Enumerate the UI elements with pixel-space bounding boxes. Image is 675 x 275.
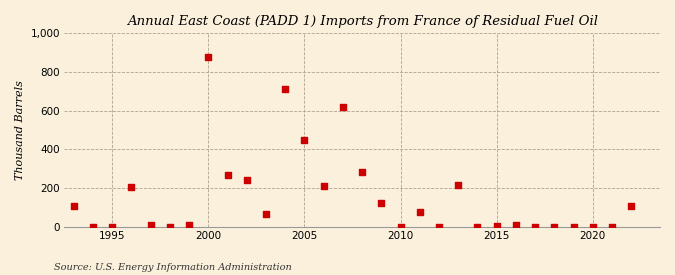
Title: Annual East Coast (PADD 1) Imports from France of Residual Fuel Oil: Annual East Coast (PADD 1) Imports from … — [127, 15, 597, 28]
Point — [356, 169, 367, 174]
Point — [126, 184, 137, 189]
Point — [376, 201, 387, 206]
Point — [203, 55, 214, 60]
Point — [242, 178, 252, 182]
Point — [510, 222, 521, 227]
Point — [88, 224, 99, 229]
Point — [261, 212, 271, 216]
Point — [107, 224, 117, 229]
Point — [299, 138, 310, 142]
Point — [68, 204, 79, 209]
Point — [319, 184, 329, 188]
Point — [568, 224, 579, 229]
Point — [338, 105, 348, 109]
Point — [184, 222, 194, 227]
Point — [530, 224, 541, 229]
Text: Source: U.S. Energy Information Administration: Source: U.S. Energy Information Administ… — [54, 263, 292, 272]
Point — [472, 224, 483, 229]
Point — [607, 224, 618, 229]
Point — [414, 210, 425, 214]
Point — [433, 224, 444, 229]
Y-axis label: Thousand Barrels: Thousand Barrels — [15, 80, 25, 180]
Point — [587, 224, 598, 229]
Point — [549, 224, 560, 229]
Point — [395, 224, 406, 229]
Point — [453, 183, 464, 187]
Point — [280, 87, 291, 92]
Point — [165, 224, 176, 229]
Point — [222, 173, 233, 178]
Point — [626, 204, 637, 208]
Point — [491, 223, 502, 228]
Point — [145, 222, 156, 227]
